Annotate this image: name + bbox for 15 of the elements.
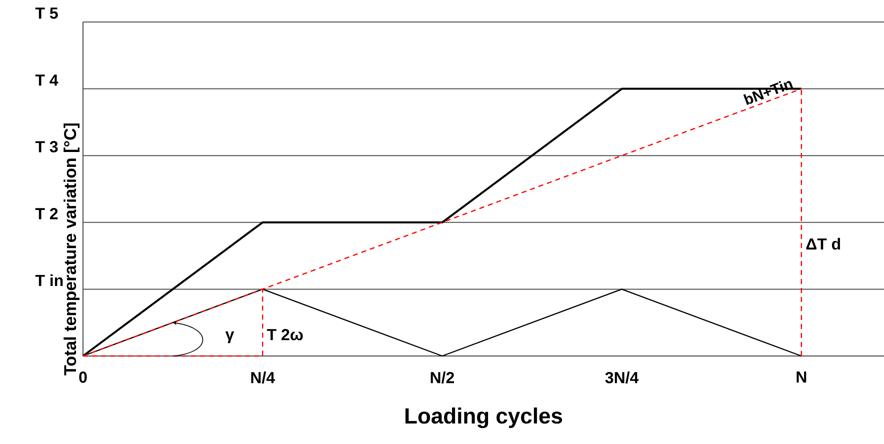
x-tick-label: N/4 bbox=[251, 372, 275, 384]
x-tick-label: N bbox=[796, 372, 806, 383]
annotation: T 2ω bbox=[266, 328, 303, 340]
ref-line-label: T 3 bbox=[35, 141, 58, 152]
annotation: ΔT d bbox=[806, 238, 840, 250]
x-tick-label: 0 bbox=[79, 372, 87, 383]
x-tick-label: 3N/4 bbox=[605, 372, 639, 384]
x-tick-label: N/2 bbox=[430, 372, 454, 384]
y-axis-title: Total temperature variation [°C] bbox=[64, 123, 80, 376]
ref-line-label: T 4 bbox=[35, 74, 58, 86]
x-axis-title: Loading cycles bbox=[406, 408, 562, 428]
annotation: γ bbox=[225, 331, 234, 344]
ref-line-label: T 5 bbox=[35, 8, 58, 19]
ref-line-label: T 2 bbox=[35, 208, 58, 220]
ref-line-label: T in bbox=[35, 274, 63, 286]
